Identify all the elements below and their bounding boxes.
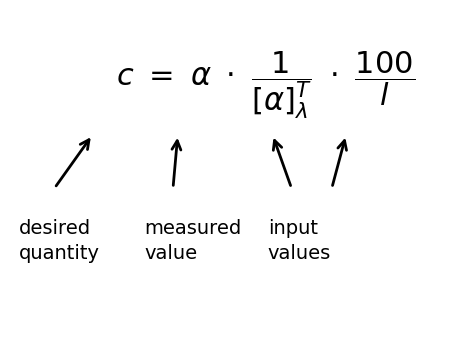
Text: measured
value: measured value <box>145 219 242 263</box>
Text: desired
quantity: desired quantity <box>19 219 100 263</box>
Text: input
values: input values <box>268 219 331 263</box>
Text: $c \ = \ \alpha \ \cdot \ \dfrac{1}{[\alpha]_{\lambda}^{T}} \ \cdot \ \dfrac{100: $c \ = \ \alpha \ \cdot \ \dfrac{1}{[\al… <box>116 49 415 121</box>
